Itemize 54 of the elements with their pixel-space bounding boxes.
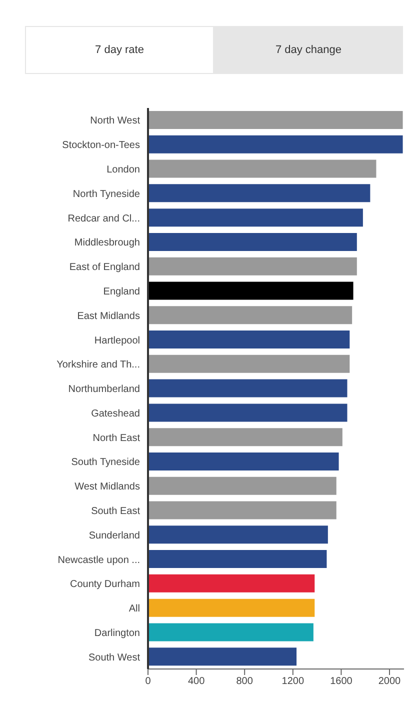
bar	[148, 526, 328, 544]
y-tick-label: North West	[90, 116, 140, 127]
y-tick-label: Redcar and Cl...	[68, 213, 140, 224]
y-tick-label: Middlesbrough	[74, 238, 140, 249]
y-tick-label: Northumberland	[68, 384, 140, 396]
x-tick-label: 800	[236, 676, 254, 688]
bar	[148, 404, 348, 422]
y-tick-label: East of England	[69, 262, 140, 274]
y-tick-label: England	[103, 286, 140, 298]
y-tick-label: County Durham	[70, 579, 140, 590]
y-tick-label: All	[128, 604, 140, 615]
y-tick-label: West Midlands	[74, 482, 140, 493]
bar	[148, 354, 350, 373]
bar	[148, 501, 336, 520]
bar	[148, 184, 370, 202]
bar	[148, 428, 342, 446]
bar	[148, 160, 376, 178]
text: 7 day change	[214, 26, 403, 74]
bar	[148, 330, 350, 349]
y-tick-label: Hartlepool	[94, 335, 140, 346]
y-tick-label: Stockton-on-Tees	[62, 140, 140, 152]
bar	[148, 452, 339, 470]
y-tick-label: Yorkshire and Th...	[56, 360, 140, 371]
bar	[148, 257, 357, 276]
y-tick-label: Newcastle upon ...	[58, 554, 140, 566]
bar	[148, 232, 357, 251]
bar	[148, 623, 314, 642]
bar	[148, 306, 352, 324]
bar	[148, 648, 297, 666]
bar	[148, 598, 315, 617]
y-tick-label: South West	[88, 652, 140, 664]
x-tick-label: 400	[188, 676, 206, 688]
y-tick-label: Sunderland	[88, 530, 140, 542]
bar	[148, 135, 403, 154]
x-tick-label: 1600	[330, 676, 353, 688]
bar	[148, 574, 315, 592]
bar	[148, 111, 403, 129]
bar	[148, 476, 336, 495]
bar	[148, 550, 327, 568]
x-tick-label: 1200	[282, 676, 304, 688]
y-tick-label: North East	[92, 432, 140, 444]
y-tick-label: South Tyneside	[71, 457, 140, 468]
y-tick-label: East Midlands	[77, 310, 140, 322]
x-tick-label: 0	[145, 676, 152, 688]
text: 7 day rate	[25, 26, 214, 74]
y-tick-label: Gateshead	[91, 408, 140, 420]
bar	[148, 208, 363, 227]
y-tick-label: North Tyneside	[72, 188, 140, 200]
x-tick-label: 2000	[378, 676, 402, 688]
y-tick-label: London	[106, 164, 140, 176]
y-tick-label: Darlington	[94, 628, 140, 639]
y-tick-label: South East	[91, 506, 140, 518]
bar	[148, 379, 348, 398]
bar	[148, 282, 354, 300]
